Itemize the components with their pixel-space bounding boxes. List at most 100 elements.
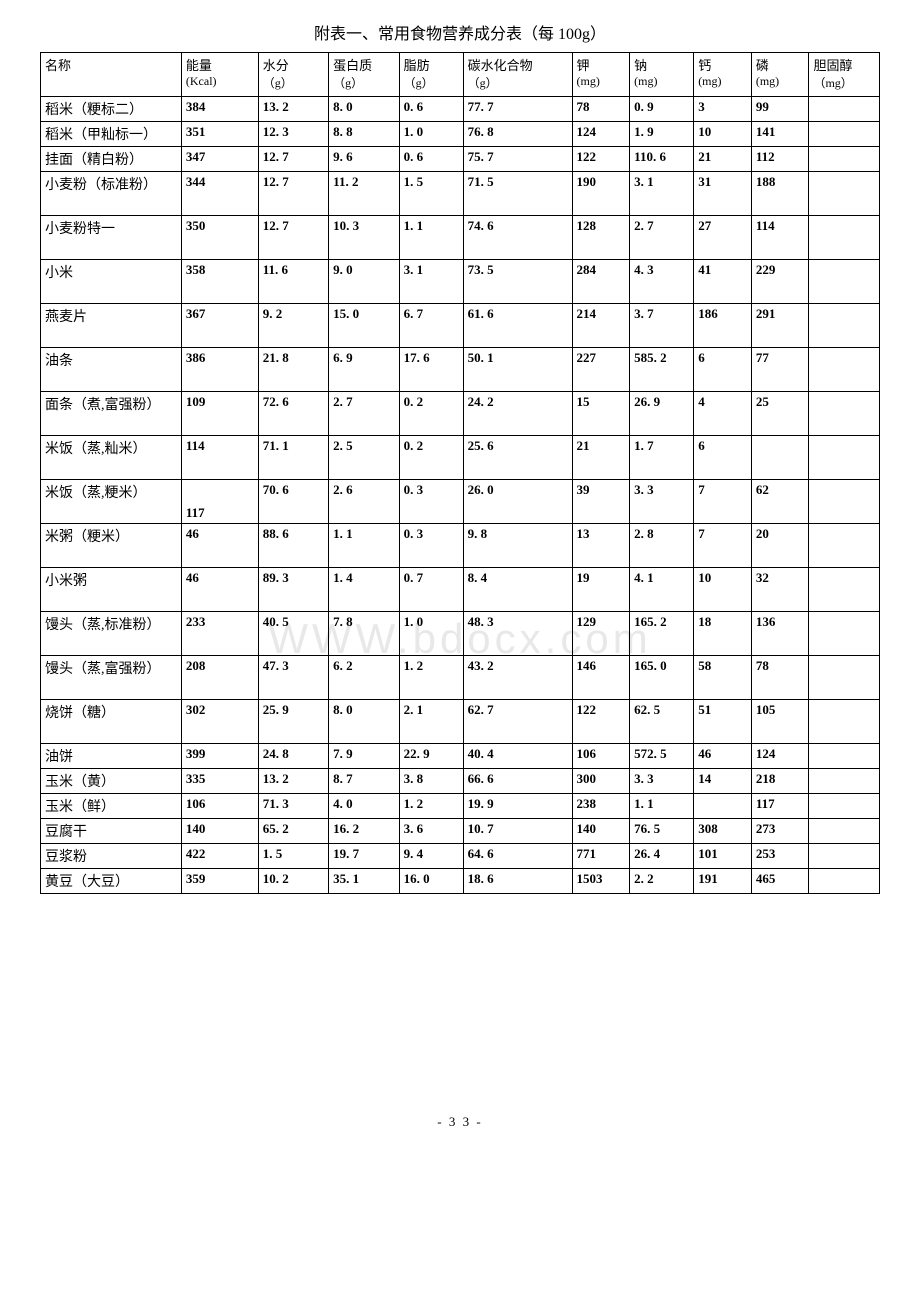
- cell-p: 20: [751, 524, 809, 568]
- table-row: 小米粥4689. 31. 40. 78. 4194. 11032: [41, 568, 880, 612]
- cell-water: 12. 7: [258, 216, 328, 260]
- cell-carb: 8. 4: [463, 568, 572, 612]
- table-row: 小麦粉特一35012. 710. 31. 174. 61282. 727114: [41, 216, 880, 260]
- cell-name: 米粥（粳米）: [41, 524, 182, 568]
- cell-water: 47. 3: [258, 656, 328, 700]
- cell-carb: 10. 7: [463, 819, 572, 844]
- cell-name: 馒头（蒸,富强粉）: [41, 656, 182, 700]
- cell-name: 小米: [41, 260, 182, 304]
- cell-chol: [809, 869, 880, 894]
- page-footer: - 3 3 -: [40, 1114, 880, 1130]
- cell-p: 291: [751, 304, 809, 348]
- cell-k: 13: [572, 524, 630, 568]
- cell-k: 122: [572, 700, 630, 744]
- cell-water: 13. 2: [258, 97, 328, 122]
- cell-energy: 233: [181, 612, 258, 656]
- cell-na: 4. 3: [630, 260, 694, 304]
- cell-chol: [809, 348, 880, 392]
- cell-ca: 14: [694, 769, 752, 794]
- cell-fat: 0. 3: [399, 524, 463, 568]
- cell-p: 141: [751, 122, 809, 147]
- cell-fat: 1. 0: [399, 612, 463, 656]
- cell-water: 13. 2: [258, 769, 328, 794]
- cell-chol: [809, 819, 880, 844]
- cell-na: 165. 2: [630, 612, 694, 656]
- table-row: 黄豆（大豆）35910. 235. 116. 018. 615032. 2191…: [41, 869, 880, 894]
- table-row: 馒头（蒸,标准粉）23340. 57. 81. 048. 3129165. 21…: [41, 612, 880, 656]
- cell-fat: 0. 2: [399, 392, 463, 436]
- cell-protein: 19. 7: [329, 844, 399, 869]
- cell-p: 99: [751, 97, 809, 122]
- table-title: 附表一、常用食物营养成分表（每 100g）: [40, 20, 880, 44]
- cell-name: 馒头（蒸,标准粉）: [41, 612, 182, 656]
- header-k: 钾(mg): [572, 53, 630, 97]
- cell-carb: 73. 5: [463, 260, 572, 304]
- cell-carb: 64. 6: [463, 844, 572, 869]
- cell-p: 105: [751, 700, 809, 744]
- cell-k: 106: [572, 744, 630, 769]
- cell-chol: [809, 304, 880, 348]
- cell-water: 25. 9: [258, 700, 328, 744]
- cell-energy: 347: [181, 147, 258, 172]
- cell-na: 2. 8: [630, 524, 694, 568]
- cell-energy: 384: [181, 97, 258, 122]
- cell-energy: 46: [181, 568, 258, 612]
- cell-protein: 8. 0: [329, 700, 399, 744]
- cell-water: 88. 6: [258, 524, 328, 568]
- cell-energy: 350: [181, 216, 258, 260]
- cell-name: 米饭（蒸,籼米）: [41, 436, 182, 480]
- cell-energy: 117: [181, 480, 258, 524]
- cell-fat: 0. 3: [399, 480, 463, 524]
- cell-k: 214: [572, 304, 630, 348]
- cell-carb: 26. 0: [463, 480, 572, 524]
- cell-energy: 302: [181, 700, 258, 744]
- cell-carb: 40. 4: [463, 744, 572, 769]
- cell-na: 76. 5: [630, 819, 694, 844]
- cell-na: 3. 3: [630, 769, 694, 794]
- cell-energy: 344: [181, 172, 258, 216]
- table-row: 馒头（蒸,富强粉）20847. 36. 21. 243. 2146165. 05…: [41, 656, 880, 700]
- cell-p: 117: [751, 794, 809, 819]
- cell-water: 71. 1: [258, 436, 328, 480]
- cell-ca: 10: [694, 568, 752, 612]
- header-chol: 胆固醇（mg）: [809, 53, 880, 97]
- cell-energy: 359: [181, 869, 258, 894]
- cell-chol: [809, 122, 880, 147]
- cell-energy: 358: [181, 260, 258, 304]
- header-protein: 蛋白质（g）: [329, 53, 399, 97]
- cell-water: 24. 8: [258, 744, 328, 769]
- table-row: 面条（煮,富强粉）10972. 62. 70. 224. 21526. 9425: [41, 392, 880, 436]
- cell-k: 238: [572, 794, 630, 819]
- cell-water: 12. 3: [258, 122, 328, 147]
- cell-energy: 399: [181, 744, 258, 769]
- cell-protein: 35. 1: [329, 869, 399, 894]
- cell-chol: [809, 147, 880, 172]
- cell-water: 71. 3: [258, 794, 328, 819]
- table-row: 油饼39924. 87. 922. 940. 4106572. 546124: [41, 744, 880, 769]
- cell-protein: 11. 2: [329, 172, 399, 216]
- cell-protein: 9. 6: [329, 147, 399, 172]
- cell-fat: 1. 2: [399, 794, 463, 819]
- cell-energy: 367: [181, 304, 258, 348]
- cell-protein: 6. 2: [329, 656, 399, 700]
- cell-carb: 61. 6: [463, 304, 572, 348]
- table-row: 挂面（精白粉）34712. 79. 60. 675. 7122110. 6211…: [41, 147, 880, 172]
- cell-chol: [809, 656, 880, 700]
- cell-water: 21. 8: [258, 348, 328, 392]
- cell-energy: 109: [181, 392, 258, 436]
- cell-protein: 8. 7: [329, 769, 399, 794]
- cell-chol: [809, 97, 880, 122]
- cell-water: 70. 6: [258, 480, 328, 524]
- table-row: 小麦粉（标准粉）34412. 711. 21. 571. 51903. 1311…: [41, 172, 880, 216]
- cell-na: 2. 7: [630, 216, 694, 260]
- cell-protein: 9. 0: [329, 260, 399, 304]
- cell-water: 40. 5: [258, 612, 328, 656]
- cell-chol: [809, 794, 880, 819]
- cell-chol: [809, 436, 880, 480]
- cell-carb: 9. 8: [463, 524, 572, 568]
- cell-ca: 186: [694, 304, 752, 348]
- cell-name: 油饼: [41, 744, 182, 769]
- cell-p: 273: [751, 819, 809, 844]
- cell-protein: 8. 8: [329, 122, 399, 147]
- cell-ca: 3: [694, 97, 752, 122]
